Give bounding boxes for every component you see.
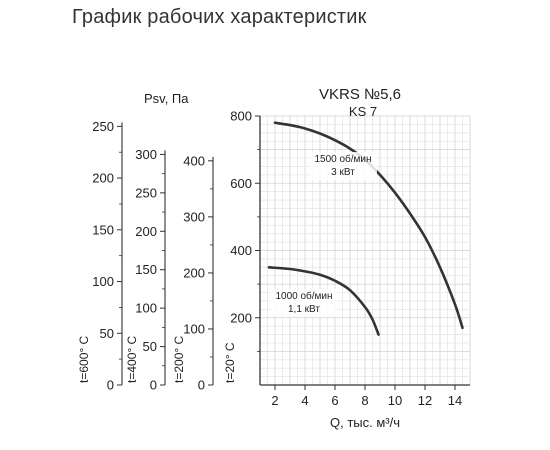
series-label-bg — [270, 289, 338, 317]
series-line — [267, 266, 380, 336]
scale-tick-label: 0 — [198, 378, 205, 393]
chart-subtitle: KS 7 — [349, 104, 377, 119]
scale-temperature-label: t=200° C — [172, 336, 186, 383]
series-curves — [267, 121, 464, 336]
scale-tick-label: 300 — [183, 209, 205, 224]
scale-tick-label: 200 — [92, 171, 114, 186]
scale-tick-label: 150 — [92, 222, 114, 237]
scale-tick-label: 50 — [143, 339, 157, 354]
series-label: 1500 об/мин — [314, 153, 371, 165]
page-title: График рабочих характеристик — [72, 6, 367, 28]
scale-tick-label: 400 — [183, 153, 205, 168]
y-tick-label: 400 — [230, 243, 252, 258]
y-tick-label: 200 — [230, 310, 252, 325]
scale-tick-label: 250 — [92, 119, 114, 134]
scale-tick-label: 100 — [183, 321, 205, 336]
x-tick-label: 6 — [331, 393, 338, 408]
x-tick-label: 10 — [388, 393, 402, 408]
scale-temperature-label: t=600° C — [77, 336, 91, 383]
scale-tick-label: 0 — [150, 378, 157, 393]
scale-tick-label: 150 — [135, 262, 157, 277]
scale-temperature-label: t=400° C — [125, 336, 139, 383]
chart-labels: 2 4 6 8 10 12 14 200 400 600 800 Psv, Па Q, тыс. м³/… — [144, 86, 462, 430]
x-tick-label: 2 — [271, 393, 278, 408]
chart-frame — [255, 115, 470, 390]
y-tick-label: 800 — [230, 109, 252, 124]
y-tick-label: 600 — [230, 176, 252, 191]
x-axis-label: Q, тыс. м³/ч — [330, 415, 400, 430]
scale-tick-label: 250 — [135, 185, 157, 200]
chart-title: VKRS №5,6 — [319, 86, 401, 103]
scale-tick-label: 50 — [100, 326, 114, 341]
scale-tick-label: 200 — [135, 224, 157, 239]
x-tick-label: 14 — [448, 393, 462, 408]
x-tick-label: 8 — [361, 393, 368, 408]
scale-tick-label: 0 — [107, 378, 114, 393]
x-tick-label: 12 — [418, 393, 432, 408]
series-label: 1000 об/мин — [275, 290, 332, 302]
scale-tick-label: 300 — [135, 147, 157, 162]
y-axis-label: Psv, Па — [144, 91, 189, 106]
series-label: 3 кВт — [331, 167, 355, 178]
x-tick-label: 4 — [301, 393, 308, 408]
scale-tick-label: 200 — [183, 265, 205, 280]
scale-tick-label: 100 — [135, 301, 157, 316]
series-label-bg — [309, 152, 377, 180]
series-label: 1,1 кВт — [288, 304, 320, 315]
pressure-scales: 0 50 100 150 200 250 t=600° C 0 50 100 150 200 250 30… — [77, 119, 237, 393]
scale-tick-label: 100 — [92, 274, 114, 289]
scale-temperature-label: t=20° C — [223, 342, 237, 383]
